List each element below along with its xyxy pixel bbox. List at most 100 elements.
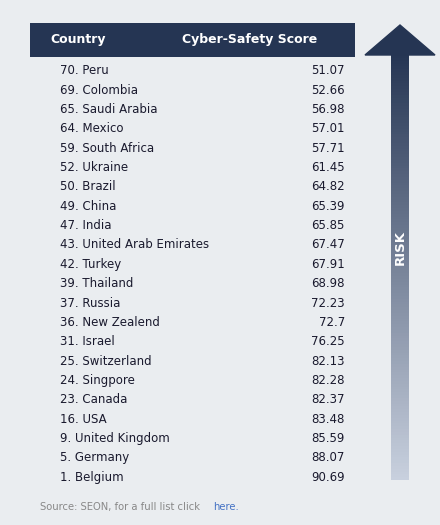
Bar bbox=[391, 199, 409, 202]
Bar bbox=[391, 432, 409, 435]
Bar bbox=[391, 57, 409, 61]
Bar bbox=[391, 400, 409, 404]
Text: 31. Israel: 31. Israel bbox=[60, 335, 115, 348]
Bar bbox=[391, 171, 409, 174]
Bar bbox=[391, 117, 409, 120]
Bar bbox=[391, 66, 409, 69]
Bar bbox=[391, 100, 409, 103]
Bar bbox=[391, 253, 409, 256]
Bar bbox=[391, 156, 409, 160]
Bar bbox=[391, 168, 409, 171]
Bar bbox=[391, 361, 409, 364]
Bar bbox=[391, 437, 409, 440]
Bar bbox=[391, 377, 409, 381]
Bar bbox=[391, 321, 409, 324]
Bar bbox=[391, 114, 409, 117]
Bar bbox=[391, 71, 409, 75]
Bar bbox=[391, 205, 409, 208]
Bar bbox=[391, 230, 409, 234]
Bar bbox=[391, 324, 409, 327]
Text: 61.45: 61.45 bbox=[312, 161, 345, 174]
Bar bbox=[391, 69, 409, 72]
Bar bbox=[391, 278, 409, 282]
Bar bbox=[391, 193, 409, 197]
Bar bbox=[391, 343, 409, 347]
Bar bbox=[391, 451, 409, 455]
Bar bbox=[391, 162, 409, 165]
Text: 52. Ukraine: 52. Ukraine bbox=[60, 161, 128, 174]
Bar bbox=[391, 191, 409, 194]
Bar bbox=[391, 75, 409, 78]
Bar bbox=[391, 122, 409, 126]
Text: 57.71: 57.71 bbox=[312, 142, 345, 155]
Bar bbox=[391, 292, 409, 296]
Bar bbox=[391, 211, 409, 214]
Text: 64. Mexico: 64. Mexico bbox=[60, 122, 124, 135]
Bar bbox=[391, 151, 409, 154]
Bar bbox=[391, 372, 409, 375]
Bar bbox=[391, 457, 409, 460]
Bar bbox=[391, 185, 409, 188]
Bar bbox=[391, 426, 409, 429]
Bar bbox=[391, 312, 409, 316]
Bar bbox=[391, 142, 409, 145]
Bar bbox=[391, 239, 409, 242]
Bar bbox=[391, 60, 409, 64]
Text: 39. Thailand: 39. Thailand bbox=[60, 277, 133, 290]
Bar bbox=[391, 227, 409, 230]
Bar bbox=[391, 89, 409, 92]
Bar bbox=[391, 341, 409, 344]
Bar bbox=[391, 207, 409, 211]
Bar bbox=[391, 222, 409, 225]
Bar bbox=[391, 338, 409, 341]
Bar bbox=[391, 258, 409, 262]
Bar bbox=[391, 187, 409, 191]
Bar bbox=[391, 434, 409, 437]
Text: 65.39: 65.39 bbox=[312, 200, 345, 213]
Bar bbox=[391, 296, 409, 299]
Text: 72.23: 72.23 bbox=[312, 297, 345, 310]
Text: 67.91: 67.91 bbox=[311, 258, 345, 271]
Bar bbox=[391, 389, 409, 392]
Bar bbox=[391, 358, 409, 361]
Text: 67.47: 67.47 bbox=[311, 238, 345, 251]
Bar bbox=[391, 173, 409, 177]
Bar bbox=[391, 397, 409, 401]
Bar bbox=[391, 329, 409, 333]
Bar bbox=[391, 103, 409, 106]
Bar bbox=[391, 236, 409, 239]
Text: 82.13: 82.13 bbox=[312, 354, 345, 367]
Bar bbox=[391, 106, 409, 109]
Text: 76.25: 76.25 bbox=[312, 335, 345, 348]
Bar bbox=[391, 355, 409, 358]
Bar bbox=[391, 250, 409, 254]
Text: 47. India: 47. India bbox=[60, 219, 111, 232]
Bar bbox=[391, 307, 409, 310]
Bar bbox=[391, 352, 409, 355]
Bar bbox=[391, 428, 409, 432]
Text: 42. Turkey: 42. Turkey bbox=[60, 258, 121, 271]
Bar bbox=[391, 108, 409, 112]
Text: 16. USA: 16. USA bbox=[60, 413, 106, 426]
Bar bbox=[391, 242, 409, 245]
Text: 25. Switzerland: 25. Switzerland bbox=[60, 354, 152, 367]
Text: Source: SEON, for a full list click: Source: SEON, for a full list click bbox=[40, 502, 203, 512]
Bar bbox=[391, 301, 409, 304]
Text: Country: Country bbox=[50, 34, 106, 47]
Bar bbox=[391, 420, 409, 423]
Text: 36. New Zealend: 36. New Zealend bbox=[60, 316, 160, 329]
Text: 50. Brazil: 50. Brazil bbox=[60, 181, 116, 193]
Bar bbox=[391, 383, 409, 386]
Bar bbox=[391, 128, 409, 131]
Bar bbox=[391, 284, 409, 287]
Bar bbox=[391, 304, 409, 307]
Text: 57.01: 57.01 bbox=[312, 122, 345, 135]
Text: Cyber-Safety Score: Cyber-Safety Score bbox=[182, 34, 318, 47]
Bar bbox=[391, 179, 409, 183]
Bar bbox=[391, 264, 409, 268]
Bar bbox=[391, 363, 409, 366]
Text: 64.82: 64.82 bbox=[312, 181, 345, 193]
Text: 82.37: 82.37 bbox=[312, 393, 345, 406]
Text: 88.07: 88.07 bbox=[312, 452, 345, 465]
Bar bbox=[391, 465, 409, 469]
